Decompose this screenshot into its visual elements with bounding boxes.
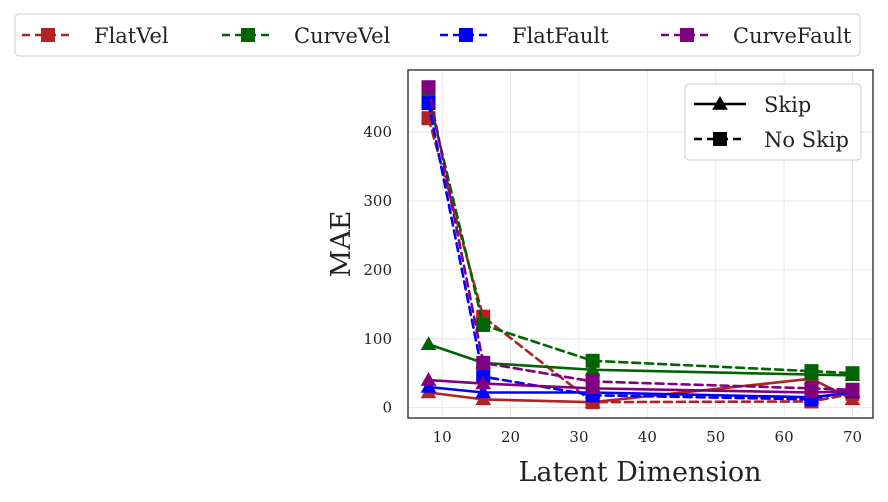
legend-item-curvefault: CurveFault: [661, 24, 852, 48]
x-tick-label: 40: [638, 428, 657, 446]
data-point: [421, 80, 436, 95]
x-tick-label: 60: [775, 428, 794, 446]
legend-item-no-skip: No Skip: [694, 128, 849, 152]
legend-marker: [41, 28, 55, 42]
data-point: [475, 375, 492, 390]
legend-label: No Skip: [764, 128, 849, 152]
y-tick-label: 200: [363, 261, 392, 279]
data-point: [585, 353, 600, 368]
x-tick-label: 30: [569, 428, 588, 446]
legend-label: Skip: [764, 93, 811, 117]
data-point: [845, 366, 860, 381]
x-tick-label: 20: [501, 428, 520, 446]
series-curvefault-no-skip: [421, 80, 860, 397]
legend-label: CurveVel: [294, 24, 391, 48]
legend-item-curvevel: CurveVel: [222, 24, 391, 48]
legend-label: FlatVel: [94, 24, 169, 48]
x-tick-labels: 10 20 30 40 50 60 70: [433, 428, 862, 446]
legend-marker: [713, 132, 727, 146]
plot-frame: [407, 69, 874, 419]
legend-item-flatfault: FlatFault: [440, 24, 609, 48]
y-tick-label: 300: [363, 192, 392, 210]
top-legend: FlatVel CurveVel FlatFault CurveFault: [14, 13, 861, 57]
series-layer: [420, 80, 861, 410]
y-tick-label: 0: [382, 399, 392, 417]
style-legend: Skip No Skip: [684, 83, 862, 161]
top-legend-frame: [14, 13, 861, 57]
y-tick-label: 100: [363, 330, 392, 348]
y-tick-labels: 0 100 200 300 400: [363, 123, 392, 417]
data-point: [585, 374, 600, 389]
x-tick-label: 70: [843, 428, 862, 446]
data-point: [420, 336, 437, 351]
data-point: [420, 378, 437, 393]
x-tick-label: 10: [433, 428, 452, 446]
data-point: [804, 381, 819, 396]
data-point: [476, 317, 491, 332]
data-point: [845, 382, 860, 397]
x-axis-title: Latent Dimension: [518, 457, 761, 488]
data-point: [475, 391, 492, 406]
legend-label: CurveFault: [733, 24, 852, 48]
y-axis-title: MAE: [326, 211, 357, 278]
legend-marker: [680, 28, 694, 42]
data-point: [475, 384, 492, 399]
legend-marker: [241, 28, 255, 42]
data-point: [804, 364, 819, 379]
legend-marker: [712, 95, 728, 110]
legend-item-flatvel: FlatVel: [22, 24, 169, 48]
legend-marker: [459, 28, 473, 42]
y-tick-label: 400: [363, 123, 392, 141]
legend-item-skip: Skip: [694, 93, 811, 117]
x-tick-label: 50: [706, 428, 725, 446]
data-point: [476, 355, 491, 370]
data-point: [420, 372, 437, 386]
legend-label: FlatFault: [512, 24, 609, 48]
